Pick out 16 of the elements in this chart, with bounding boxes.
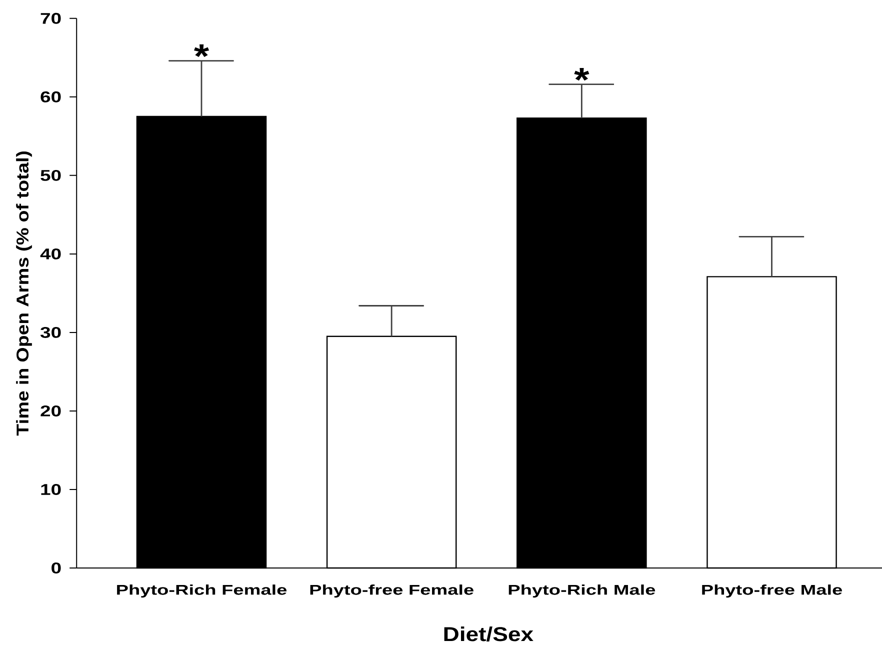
y-tick-label: 70 [40,12,61,24]
x-axis-title: Diet/Sex [444,626,534,642]
y-tick-label: 50 [40,170,61,181]
annotation: * [194,44,210,58]
x-tick-label: Phyto-Rich Female [117,584,287,598]
x-tick-label: Phyto-free Female [310,584,474,598]
y-axis-title: Time in Open Arms (% of total) [16,152,32,436]
y-tick-label: 10 [41,484,61,495]
x-tick-label: Phyto-free Male [702,584,842,598]
x-tick-label: Phyto-Rich Male [508,584,656,598]
y-tick-label: 30 [40,326,61,338]
y-tick-label: 20 [40,405,61,416]
y-tick-label: 40 [40,248,61,260]
y-tick-label: 0 [52,562,61,574]
y-tick-label: 60 [40,91,61,102]
annotation: * [574,68,590,81]
